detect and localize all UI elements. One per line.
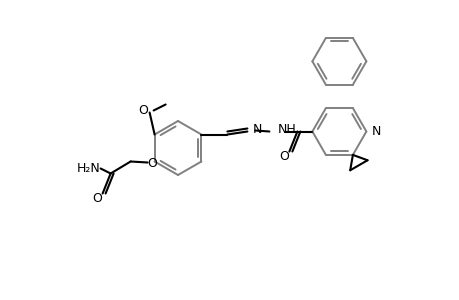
Text: N: N [370, 125, 380, 138]
Text: O: O [279, 150, 289, 163]
Text: O: O [92, 192, 102, 205]
Text: H₂N: H₂N [77, 162, 100, 175]
Text: NH: NH [277, 123, 296, 136]
Text: O: O [147, 157, 157, 170]
Text: O: O [138, 104, 148, 117]
Text: N: N [252, 123, 261, 136]
